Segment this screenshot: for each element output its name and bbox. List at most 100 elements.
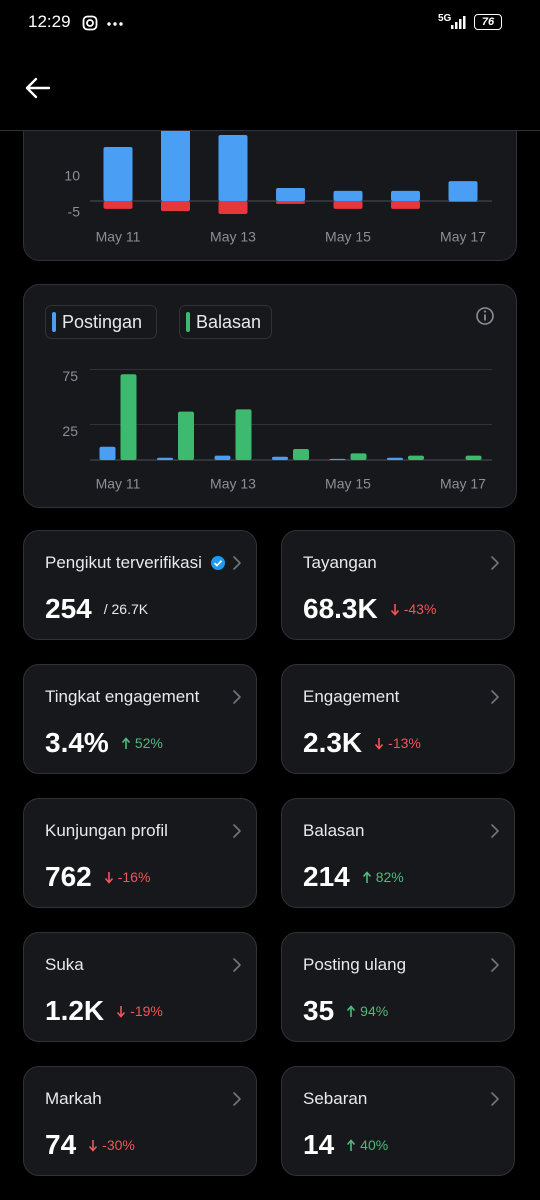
value-row: 762 -16% — [45, 859, 150, 895]
legend-swatch — [52, 312, 56, 332]
x-tick-label: May 15 — [325, 476, 371, 492]
y-tick-label: 10 — [64, 168, 80, 184]
bar — [178, 411, 194, 460]
x-tick-label: May 15 — [325, 229, 371, 245]
metric-value: 1.2K — [45, 995, 105, 1026]
metric-change: 40% — [346, 1137, 388, 1153]
metric-change: -43% — [390, 601, 437, 617]
value-row: 2.3K -13% — [303, 725, 421, 761]
chevron — [232, 555, 242, 576]
x-tick-label: May 17 — [440, 229, 486, 245]
metric-card[interactable]: Tingkat engagement 3.4% 52% — [23, 664, 257, 774]
bar — [99, 446, 116, 460]
bar — [448, 181, 478, 201]
card-title: Tingkat engagement — [45, 687, 200, 706]
chevron — [490, 1091, 500, 1112]
value-row: 254 / 26.7K — [45, 591, 148, 627]
metric-card[interactable]: Tayangan 68.3K -43% — [281, 530, 515, 640]
metric-value: 214 — [303, 861, 350, 892]
card-title: Markah — [45, 1089, 102, 1108]
metric-card[interactable]: Pengikut terverifikasi 254 / 26.7K — [23, 530, 257, 640]
bar — [235, 409, 252, 460]
y-tick-label: -5 — [68, 204, 81, 220]
change-text: 82% — [375, 869, 404, 885]
change-text: 52% — [134, 735, 163, 751]
arrow-down — [88, 1139, 98, 1152]
legend-label: Postingan — [62, 312, 142, 332]
battery: 76 — [474, 14, 502, 30]
metric-change: -30% — [88, 1137, 135, 1153]
metric-change: 94% — [346, 1003, 388, 1019]
legend-label: Balasan — [196, 312, 261, 332]
metric-value: 68.3K — [303, 593, 378, 624]
change-text: 40% — [360, 1137, 389, 1153]
chevron — [490, 823, 500, 844]
value-row: 74 -30% — [45, 1127, 135, 1163]
change-text: -19% — [130, 1003, 163, 1019]
metric-card[interactable]: Posting ulang 35 94% — [281, 932, 515, 1042]
legend-swatch — [186, 312, 190, 332]
back-button[interactable] — [24, 76, 52, 100]
y-tick-label: 25 — [62, 423, 78, 439]
metric-change: 82% — [362, 869, 404, 885]
x-tick-label: May 13 — [210, 476, 256, 492]
arrow-up — [346, 1004, 356, 1018]
change-text: 94% — [360, 1003, 389, 1019]
verified-badge — [210, 555, 226, 576]
card-title: Kunjungan profil — [45, 821, 168, 840]
value-row: 35 94% — [303, 993, 388, 1029]
arrow-up — [362, 870, 372, 884]
metric-card[interactable]: Markah 74 -30% — [23, 1066, 257, 1176]
metric-value: 762 — [45, 861, 92, 892]
metric-change: -13% — [374, 735, 421, 751]
metric-value: 3.4% — [45, 727, 109, 758]
change-text: -30% — [102, 1137, 135, 1153]
app-header: 12:29 5G 76 — [0, 0, 540, 131]
info-icon[interactable] — [476, 307, 494, 325]
chevron — [232, 823, 242, 844]
card-title: Posting ulang — [303, 955, 407, 974]
x-tick-label: May 17 — [440, 476, 486, 492]
signal-icon — [451, 16, 466, 29]
card-title: Pengikut terverifikasi — [45, 553, 202, 572]
arrow-up — [346, 1138, 356, 1152]
metric-value: 254 — [45, 593, 92, 624]
more-notifications — [107, 22, 123, 26]
metric-card[interactable]: Kunjungan profil 762 -16% — [23, 798, 257, 908]
bar — [387, 457, 403, 460]
bar — [350, 453, 367, 460]
y-tick-label: 75 — [62, 368, 78, 384]
metric-card[interactable]: Engagement 2.3K -13% — [281, 664, 515, 774]
chart-card — [23, 284, 517, 508]
change-text: -43% — [403, 601, 437, 617]
card-title: Balasan — [303, 821, 365, 840]
value-row: 68.3K -43% — [303, 591, 436, 627]
arrow-down — [374, 737, 384, 750]
metric-card[interactable]: Balasan 214 82% — [281, 798, 515, 908]
metric-card[interactable]: Suka 1.2K -19% — [23, 932, 257, 1042]
bar — [218, 201, 248, 214]
metric-change: -19% — [116, 1003, 163, 1019]
metric-value: 35 — [303, 995, 335, 1026]
chevron — [490, 689, 500, 710]
metric-card[interactable]: Sebaran 14 40% — [281, 1066, 515, 1176]
network-type: 5G — [438, 13, 452, 24]
x-tick-label: May 11 — [96, 229, 141, 245]
bar — [465, 455, 482, 460]
metric-total: / 26.7K — [103, 601, 149, 617]
bar — [333, 190, 363, 201]
legend-item[interactable]: Balasan — [179, 305, 272, 339]
bar — [293, 449, 309, 460]
legend-item[interactable]: Postingan — [45, 305, 157, 339]
chevron — [232, 1091, 242, 1112]
metric-change: -16% — [104, 869, 150, 885]
bar — [276, 201, 305, 204]
card-title: Suka — [45, 955, 84, 974]
x-tick-label: May 13 — [210, 229, 256, 245]
metric-value: 2.3K — [303, 727, 363, 758]
arrow-down — [104, 871, 114, 884]
bar — [272, 456, 288, 460]
bar — [103, 147, 133, 201]
chevron — [490, 957, 500, 978]
